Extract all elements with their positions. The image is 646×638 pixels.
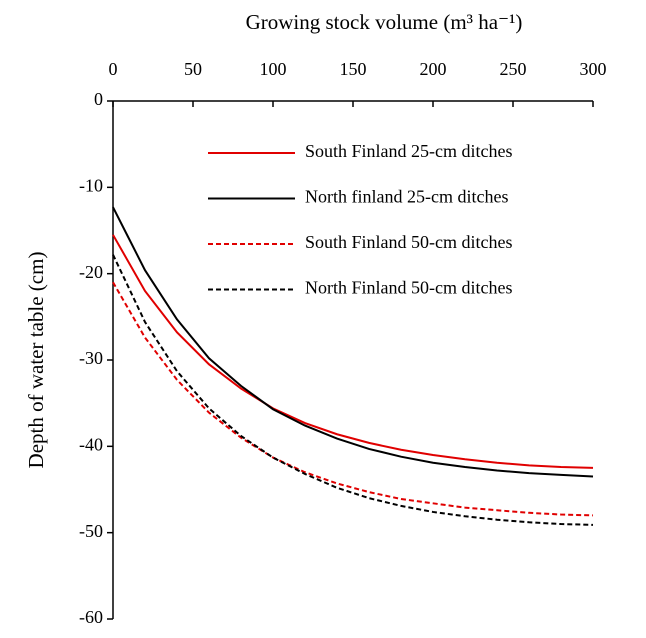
legend-label: North Finland 50-cm ditches bbox=[305, 278, 512, 298]
x-axis-label: Growing stock volume (m³ ha⁻¹) bbox=[246, 10, 523, 34]
y-tick-label: -50 bbox=[79, 521, 103, 541]
x-tick-label: 200 bbox=[420, 59, 447, 79]
x-tick-label: 300 bbox=[580, 59, 607, 79]
x-tick-label: 150 bbox=[340, 59, 367, 79]
x-tick-label: 100 bbox=[260, 59, 287, 79]
y-tick-label: 0 bbox=[94, 89, 103, 109]
legend-label: North finland 25-cm ditches bbox=[305, 187, 508, 207]
legend-label: South Finland 50-cm ditches bbox=[305, 232, 512, 252]
x-tick-label: 50 bbox=[184, 59, 202, 79]
line-series bbox=[112, 234, 594, 469]
y-tick-label: -20 bbox=[79, 262, 103, 282]
x-tick-label: 250 bbox=[500, 59, 527, 79]
y-tick-label: -60 bbox=[79, 607, 103, 627]
legend-label: South Finland 25-cm ditches bbox=[305, 141, 512, 161]
x-tick-label: 0 bbox=[109, 59, 118, 79]
y-axis-label: Depth of water table (cm) bbox=[24, 252, 48, 469]
y-tick-label: -30 bbox=[79, 348, 103, 368]
line-series bbox=[112, 281, 594, 517]
y-tick-label: -10 bbox=[79, 175, 103, 195]
y-tick-label: -40 bbox=[79, 434, 103, 454]
line-series bbox=[112, 206, 594, 478]
line-series bbox=[112, 254, 594, 526]
